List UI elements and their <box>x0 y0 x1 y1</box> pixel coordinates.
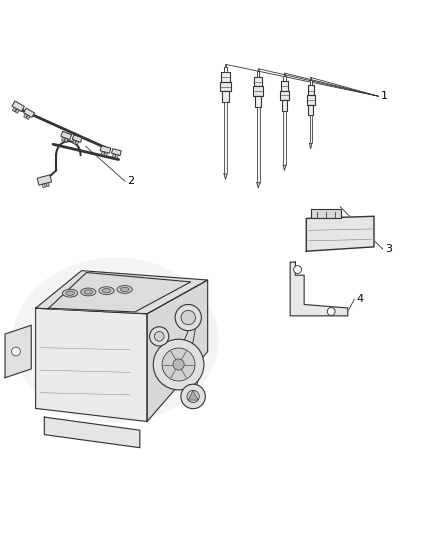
Ellipse shape <box>120 287 129 292</box>
Bar <box>224 67 227 72</box>
Bar <box>283 111 286 165</box>
Bar <box>255 96 261 107</box>
Bar <box>257 71 259 77</box>
Bar <box>254 77 262 86</box>
Bar <box>282 100 287 111</box>
Bar <box>280 91 289 100</box>
Bar <box>257 107 260 183</box>
Polygon shape <box>46 183 49 187</box>
Polygon shape <box>15 109 19 114</box>
Circle shape <box>153 339 204 390</box>
Text: 2: 2 <box>127 176 134 187</box>
Bar <box>308 104 313 116</box>
Bar <box>221 72 230 82</box>
Ellipse shape <box>102 288 111 293</box>
Polygon shape <box>147 280 208 422</box>
Bar <box>224 102 227 174</box>
Polygon shape <box>188 390 198 400</box>
Bar <box>281 81 288 91</box>
Ellipse shape <box>63 289 78 297</box>
Polygon shape <box>49 272 191 312</box>
Polygon shape <box>12 101 25 111</box>
Polygon shape <box>257 183 260 188</box>
Ellipse shape <box>99 287 114 295</box>
Polygon shape <box>104 152 107 156</box>
Bar <box>307 95 314 104</box>
Polygon shape <box>64 138 68 142</box>
Circle shape <box>12 347 20 356</box>
Polygon shape <box>72 135 82 142</box>
Polygon shape <box>112 154 116 158</box>
Circle shape <box>181 310 195 325</box>
Text: 4: 4 <box>357 294 364 304</box>
Bar <box>220 82 231 92</box>
Bar <box>284 73 285 76</box>
Circle shape <box>162 348 195 381</box>
Ellipse shape <box>81 288 96 296</box>
Circle shape <box>175 304 201 330</box>
Ellipse shape <box>66 291 74 295</box>
Circle shape <box>187 390 199 402</box>
Polygon shape <box>5 325 31 378</box>
Circle shape <box>293 265 301 273</box>
Polygon shape <box>310 143 312 149</box>
Bar <box>307 85 314 95</box>
Bar <box>225 64 226 67</box>
Bar <box>310 80 312 85</box>
Polygon shape <box>44 417 140 448</box>
Text: 3: 3 <box>385 244 392 254</box>
Polygon shape <box>115 155 118 158</box>
Bar <box>310 77 311 80</box>
Polygon shape <box>100 146 111 154</box>
Polygon shape <box>290 262 348 316</box>
Polygon shape <box>112 149 121 156</box>
Circle shape <box>154 332 164 341</box>
Bar <box>254 86 263 96</box>
Polygon shape <box>35 308 147 422</box>
Polygon shape <box>42 184 46 188</box>
Polygon shape <box>24 114 28 118</box>
Polygon shape <box>61 132 71 140</box>
Bar <box>258 69 259 71</box>
Ellipse shape <box>84 290 92 294</box>
Polygon shape <box>306 216 374 251</box>
Ellipse shape <box>13 257 219 423</box>
Ellipse shape <box>117 286 132 293</box>
Circle shape <box>327 308 335 316</box>
Polygon shape <box>35 271 208 314</box>
Polygon shape <box>12 107 16 112</box>
Bar <box>310 116 312 143</box>
Polygon shape <box>75 141 79 145</box>
Polygon shape <box>26 115 30 119</box>
Circle shape <box>173 359 184 370</box>
Polygon shape <box>24 108 35 117</box>
Polygon shape <box>101 151 105 156</box>
Circle shape <box>150 327 169 346</box>
Polygon shape <box>61 137 65 141</box>
Polygon shape <box>73 140 76 144</box>
Bar <box>222 92 229 102</box>
Bar <box>311 209 341 219</box>
Polygon shape <box>283 165 286 171</box>
Polygon shape <box>224 174 227 179</box>
Circle shape <box>181 384 205 409</box>
Bar <box>283 76 286 81</box>
Polygon shape <box>37 175 52 185</box>
Text: 1: 1 <box>381 91 388 101</box>
